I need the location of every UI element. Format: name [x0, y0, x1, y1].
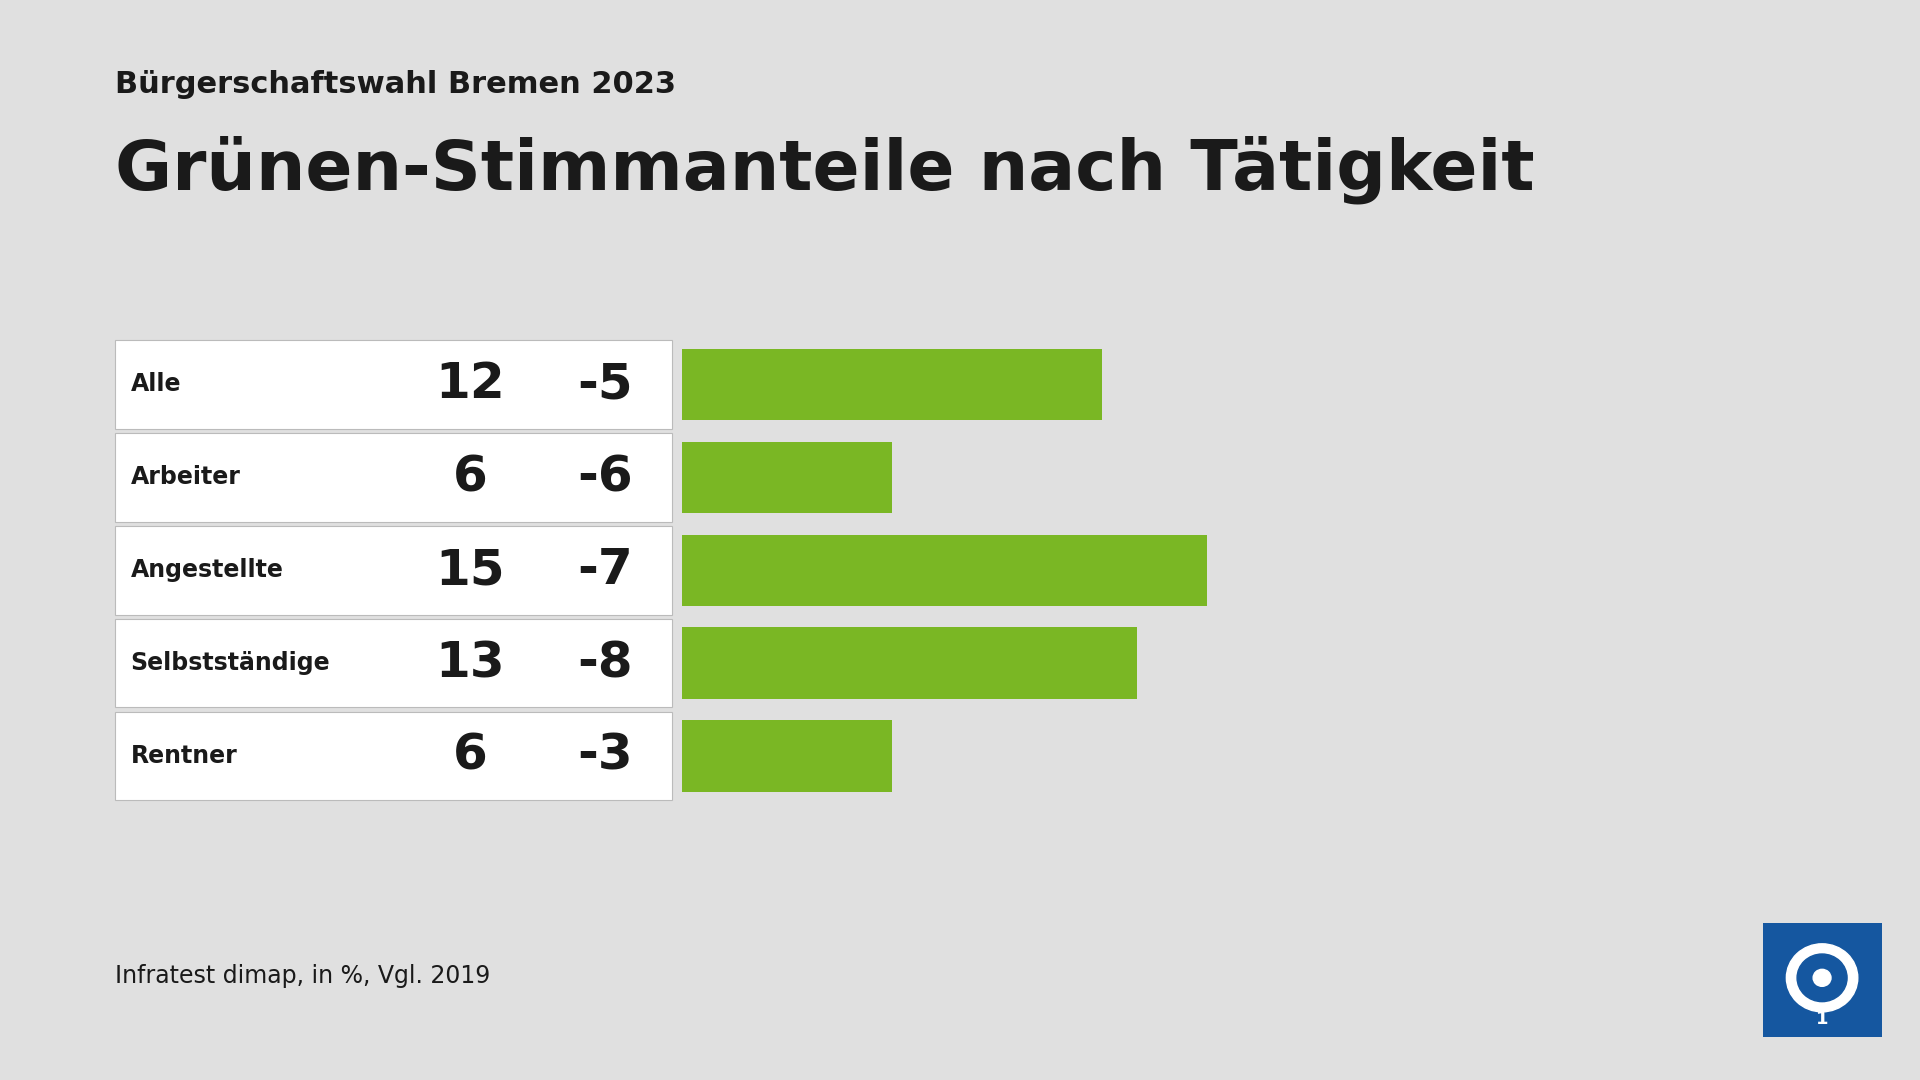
Text: Angestellte: Angestellte	[131, 558, 284, 582]
Text: Alle: Alle	[131, 373, 180, 396]
Text: 15: 15	[436, 546, 505, 594]
Text: Bürgerschaftswahl Bremen 2023: Bürgerschaftswahl Bremen 2023	[115, 70, 676, 99]
Text: Selbstständige: Selbstständige	[131, 651, 330, 675]
Text: 1: 1	[1816, 1010, 1828, 1028]
Text: 6: 6	[453, 454, 488, 501]
Text: -5: -5	[578, 361, 632, 408]
Text: 13: 13	[436, 639, 505, 687]
Text: 12: 12	[436, 361, 505, 408]
Text: -7: -7	[576, 546, 634, 594]
FancyBboxPatch shape	[1755, 917, 1889, 1043]
Text: Infratest dimap, in %, Vgl. 2019: Infratest dimap, in %, Vgl. 2019	[115, 964, 490, 988]
Text: Grünen-Stimmanteile nach Tätigkeit: Grünen-Stimmanteile nach Tätigkeit	[115, 135, 1534, 203]
Text: Rentner: Rentner	[131, 744, 238, 768]
Text: -8: -8	[578, 639, 632, 687]
Text: -3: -3	[578, 732, 632, 780]
Text: 6: 6	[453, 732, 488, 780]
Circle shape	[1786, 944, 1859, 1012]
Text: -6: -6	[578, 454, 632, 501]
Circle shape	[1812, 970, 1832, 986]
Circle shape	[1797, 954, 1847, 1001]
Text: Arbeiter: Arbeiter	[131, 465, 240, 489]
